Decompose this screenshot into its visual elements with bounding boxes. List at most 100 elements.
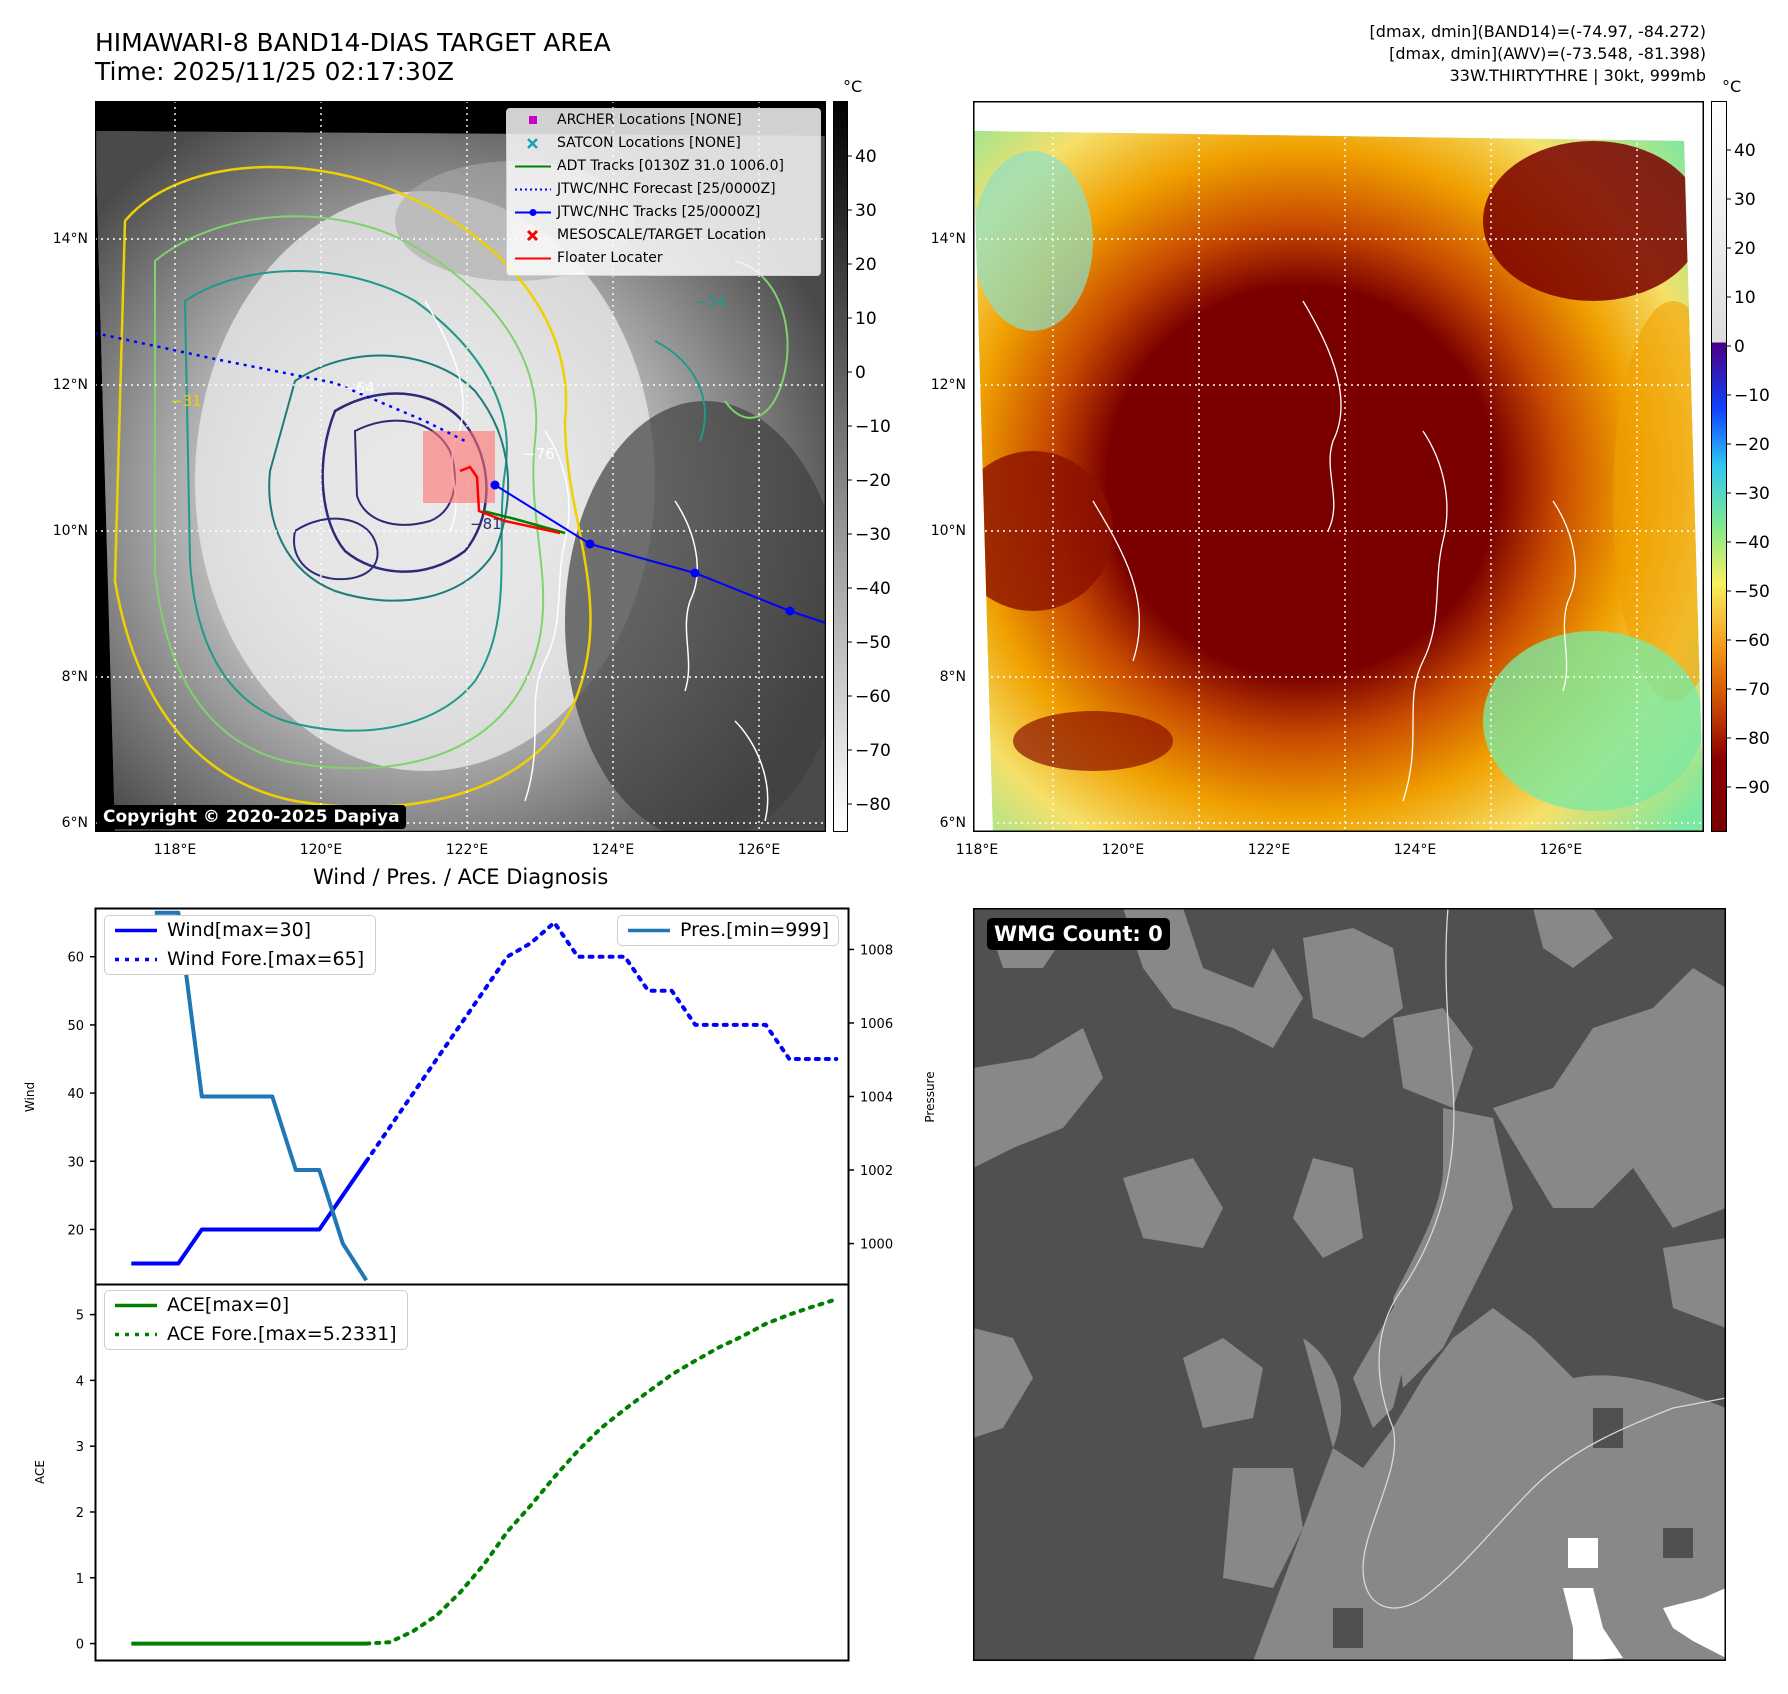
ace-tick-label: 4 — [76, 1374, 84, 1389]
jtwc-forecast-track — [94, 331, 466, 443]
legend-item: Wind[max=30] — [105, 916, 375, 945]
wind-legend: Wind[max=30] Wind Fore.[max=65] — [104, 915, 376, 975]
contour-label: −64 — [343, 379, 375, 397]
steelblue-line-icon — [628, 928, 670, 933]
colorbar-tick: 30 — [855, 201, 877, 221]
colorbar-tick: 20 — [1734, 239, 1756, 259]
legend-item: Wind Fore.[max=65] — [105, 945, 375, 974]
copyright-badge: Copyright © 2020-2025 Dapiya — [97, 805, 406, 829]
legend-item: Floater Locater — [507, 247, 820, 270]
wind-tick-label: 40 — [67, 1087, 84, 1102]
awv-map — [973, 101, 1704, 832]
colorbar-tick: −30 — [1734, 484, 1770, 504]
ace-ylabel: ACE — [33, 1460, 47, 1484]
target-box — [423, 431, 495, 503]
ace-dotted-line — [364, 1297, 839, 1646]
pressure-tick-label: 1008 — [860, 943, 893, 958]
red-line-icon — [515, 257, 551, 260]
legend-item: ARCHER Locations [NONE] — [507, 109, 820, 132]
ace-tick-label: 0 — [76, 1638, 84, 1653]
blue-dotted-line-icon — [515, 188, 551, 191]
colorbar-tick: −20 — [855, 471, 891, 491]
colorbar-tick: −20 — [1734, 435, 1770, 455]
contour-label: −81 — [470, 515, 502, 533]
red-x-icon — [526, 229, 539, 242]
colorbar-tick: −30 — [855, 525, 891, 545]
wind-tick-label: 20 — [67, 1223, 84, 1238]
colorbar-tick: −50 — [855, 633, 891, 653]
colorbar-tick: −40 — [1734, 533, 1770, 553]
colorbar-tick: −10 — [855, 417, 891, 437]
blue-dotted-line-icon — [115, 957, 157, 962]
ace-tick-label: 2 — [76, 1506, 84, 1521]
colorbar-tick: 10 — [1734, 288, 1756, 308]
contour-label: −54 — [695, 293, 727, 311]
colorbar-tick: −90 — [1734, 778, 1770, 798]
wind-dotted-line — [364, 920, 839, 1164]
awv-map-panel — [973, 101, 1704, 832]
wmg-count-badge: WMG Count: 0 — [987, 918, 1170, 950]
colorbar-tick: −60 — [855, 687, 891, 707]
legend-item: ACE Fore.[max=5.2331] — [105, 1320, 407, 1349]
diagnosis-title: Wind / Pres. / ACE Diagnosis — [313, 865, 609, 889]
legend-item: JTWC/NHC Forecast [25/0000Z] — [507, 178, 820, 201]
colorbar-tick: 30 — [1734, 190, 1756, 210]
legend-item: JTWC/NHC Tracks [25/0000Z] — [507, 201, 820, 224]
pressure-solid-line — [154, 910, 368, 1282]
wmg-map — [973, 907, 1727, 1661]
colorbar-tick: 10 — [855, 309, 877, 329]
wind-tick-label: 50 — [67, 1019, 84, 1034]
wind-tick-label: 60 — [67, 951, 84, 966]
storm-info: 33W.THIRTYTHRE | 30kt, 999mb — [1449, 66, 1706, 85]
blue-dot-line-icon — [515, 209, 551, 216]
contour-label: −76 — [523, 445, 555, 463]
colorbar-tick: 40 — [855, 147, 877, 167]
colorbar-tick: 0 — [855, 363, 866, 383]
wind-ylabel: Wind — [23, 1082, 37, 1112]
legend-item: ACE[max=0] — [105, 1291, 407, 1320]
map-legend: ARCHER Locations [NONE] SATCON Locations… — [506, 108, 821, 276]
ir-map: −54 −64 −76 −81 −31 — [94, 100, 827, 833]
colorbar-tick: −80 — [1734, 729, 1770, 749]
cyan-x-icon — [527, 138, 538, 149]
colorbar-tick: −40 — [855, 579, 891, 599]
colorbar-tick: −50 — [1734, 582, 1770, 602]
adt-track — [482, 509, 566, 535]
colorbar-tick: −10 — [1734, 386, 1770, 406]
timestamp: Time: 2025/11/25 02:17:30Z — [95, 57, 454, 86]
pressure-tick-label: 1002 — [860, 1164, 893, 1179]
ace-tick-label: 3 — [76, 1440, 84, 1455]
band14-range: [dmax, dmin](BAND14)=(-74.97, -84.272) — [1369, 22, 1706, 41]
colorbar-tick: −70 — [855, 741, 891, 761]
colorbar-unit: °C — [843, 77, 863, 96]
colorbar-tick: 0 — [1734, 337, 1745, 357]
awv-range: [dmax, dmin](AWV)=(-73.548, -81.398) — [1389, 44, 1706, 63]
ace-legend: ACE[max=0] ACE Fore.[max=5.2331] — [104, 1290, 408, 1350]
pressure-legend: Pres.[min=999] — [617, 915, 839, 946]
awv-colorbar: 40 30 20 10 0 −10 −20 −30 −40 −50 −60 −7… — [1711, 101, 1788, 832]
pressure-tick-label: 1004 — [860, 1091, 893, 1106]
pressure-tick-label: 1006 — [860, 1017, 893, 1032]
wind-tick-label: 30 — [67, 1155, 84, 1170]
green-line-icon — [515, 165, 551, 168]
legend-item: MESOSCALE/TARGET Location — [507, 224, 820, 247]
legend-item: Pres.[min=999] — [618, 916, 838, 945]
wind-solid-line — [131, 1160, 368, 1266]
colorbar-unit: °C — [1722, 77, 1742, 96]
ir-colorbar: 40 30 20 10 0 −10 −20 −30 −40 −50 −60 −7… — [833, 101, 913, 832]
blue-solid-line-icon — [115, 928, 157, 933]
ace-tick-label: 1 — [76, 1572, 84, 1587]
floater-track — [459, 465, 561, 535]
magenta-square-icon — [529, 116, 537, 124]
colorbar-tick: 40 — [1734, 141, 1756, 161]
green-dotted-line-icon — [115, 1332, 157, 1337]
ace-tick-label: 5 — [76, 1309, 84, 1324]
green-solid-line-icon — [115, 1303, 157, 1308]
legend-item: ADT Tracks [0130Z 31.0 1006.0] — [507, 155, 820, 178]
wmg-panel: WMG Count: 0 — [973, 907, 1727, 1661]
ir-map-panel: −54 −64 −76 −81 −31 ARCHER Locations [NO… — [94, 100, 827, 833]
chart-title: HIMAWARI-8 BAND14-DIAS TARGET AREA — [95, 28, 611, 57]
colorbar-tick: −70 — [1734, 680, 1770, 700]
pressure-ylabel: Pressure — [923, 1071, 937, 1122]
wmg-coastline — [1362, 907, 1727, 1609]
